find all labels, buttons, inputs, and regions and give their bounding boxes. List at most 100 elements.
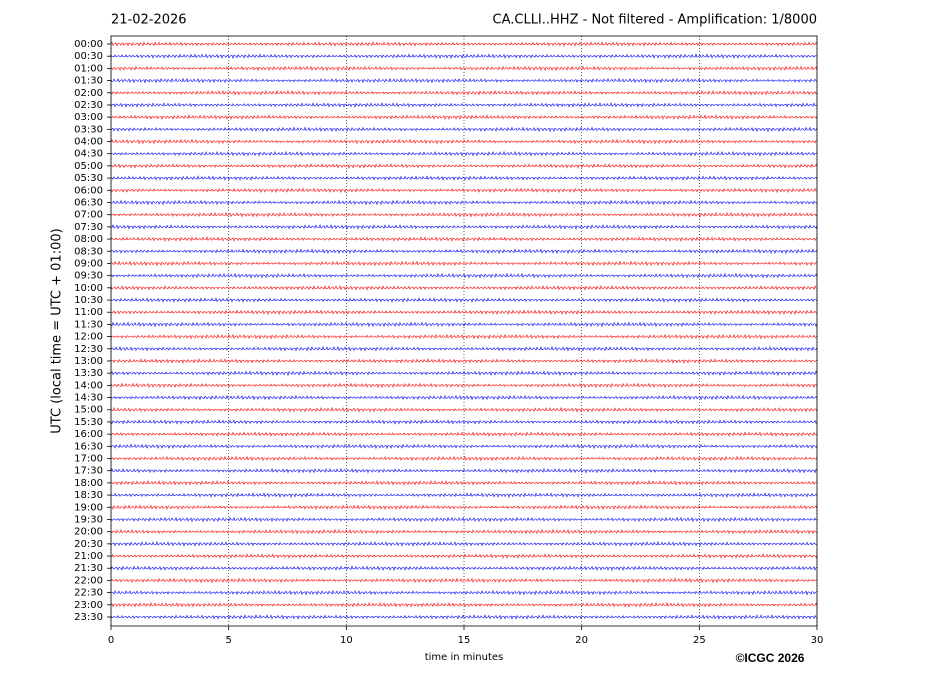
trace (110, 443, 818, 450)
y-tick-label: 14:30 (74, 393, 103, 404)
y-tick-label: 01:00 (74, 63, 103, 74)
x-tick-label: 5 (225, 635, 231, 646)
trace (110, 77, 818, 84)
y-tick-label: 00:00 (74, 39, 103, 50)
trace (110, 211, 818, 218)
trace (110, 114, 818, 120)
trace (110, 565, 818, 572)
trace (110, 248, 818, 255)
trace (110, 150, 818, 157)
copyright: ©ICGC 2026 (736, 651, 805, 665)
y-tick-label: 21:30 (74, 563, 103, 574)
y-tick-label: 19:30 (74, 514, 103, 525)
trace (110, 65, 818, 72)
trace (110, 406, 818, 413)
y-tick-label: 20:30 (74, 539, 103, 550)
x-tick-label: 20 (575, 635, 588, 646)
trace (110, 480, 818, 486)
trace (110, 309, 818, 316)
trace (110, 175, 818, 182)
y-tick-label: 01:30 (74, 76, 103, 87)
trace (110, 284, 818, 291)
trace (110, 163, 818, 169)
y-tick-label: 19:00 (74, 502, 103, 513)
y-tick-label: 09:30 (74, 271, 103, 282)
y-tick-label: 17:00 (74, 454, 103, 465)
y-tick-label: 09:00 (74, 258, 103, 269)
y-tick-label: 11:00 (74, 307, 103, 318)
trace (110, 358, 818, 364)
x-tick-label: 15 (458, 635, 471, 646)
trace (110, 333, 818, 340)
plot-frame (110, 35, 818, 627)
y-tick-label: 23:00 (74, 600, 103, 611)
trace (110, 89, 818, 96)
y-tick-label: 18:00 (74, 478, 103, 489)
y-tick-label: 08:00 (74, 234, 103, 245)
y-tick-label: 12:00 (74, 332, 103, 343)
trace (110, 321, 818, 328)
y-tick-label: 16:00 (74, 429, 103, 440)
trace (110, 516, 818, 523)
y-tick-label: 05:30 (74, 173, 103, 184)
trace (110, 41, 818, 47)
y-tick-label: 21:00 (74, 551, 103, 562)
y-tick-label: 02:00 (74, 88, 103, 99)
trace (110, 394, 818, 401)
x-tick-label: 30 (811, 635, 824, 646)
y-tick-label: 15:00 (74, 405, 103, 416)
y-tick-label: 00:30 (74, 51, 103, 62)
trace (110, 467, 818, 474)
y-tick-label: 08:30 (74, 246, 103, 257)
y-tick-label: 22:30 (74, 588, 103, 599)
y-tick-label: 22:00 (74, 575, 103, 586)
y-tick-label: 11:30 (74, 319, 103, 330)
y-tick-label: 10:00 (74, 283, 103, 294)
y-tick-label: 23:30 (74, 612, 103, 623)
x-tick-label: 0 (108, 635, 114, 646)
y-tick-label: 17:30 (74, 466, 103, 477)
trace (110, 272, 818, 279)
y-tick-label: 04:30 (74, 149, 103, 160)
x-axis-label: time in minutes (425, 652, 504, 663)
y-tick-label: 07:30 (74, 222, 103, 233)
y-tick-label: 20:00 (74, 527, 103, 538)
y-axis-label: UTC (local time = UTC + 01:00) (50, 228, 65, 433)
y-tick-label: 18:30 (74, 490, 103, 501)
y-tick-label: 16:30 (74, 441, 103, 452)
y-tick-label: 12:30 (74, 344, 103, 355)
trace (110, 504, 818, 511)
trace (110, 187, 818, 194)
trace (110, 492, 818, 498)
trace (110, 236, 818, 242)
y-tick-label: 14:00 (74, 380, 103, 391)
trace (110, 614, 818, 620)
x-tick-label: 25 (693, 635, 706, 646)
date-title: 21-02-2026 (111, 13, 187, 28)
y-tick-label: 06:30 (74, 197, 103, 208)
trace (110, 601, 818, 608)
y-tick-label: 03:30 (74, 124, 103, 135)
trace (110, 345, 818, 352)
trace (110, 297, 818, 303)
y-tick-label: 04:00 (74, 137, 103, 148)
y-tick-label: 15:30 (74, 417, 103, 428)
chart-title: CA.CLLI..HHZ - Not filtered - Amplificat… (493, 13, 818, 28)
y-tick-label: 10:30 (74, 295, 103, 306)
trace (110, 260, 818, 267)
y-tick-label: 03:00 (74, 112, 103, 123)
y-tick-label: 13:00 (74, 356, 103, 367)
y-tick-label: 02:30 (74, 100, 103, 111)
trace (110, 577, 818, 584)
trace (110, 370, 818, 377)
trace (110, 102, 818, 108)
trace (110, 540, 818, 547)
y-tick-label: 07:00 (74, 210, 103, 221)
y-tick-label: 13:30 (74, 368, 103, 379)
trace (110, 199, 818, 206)
y-tick-label: 05:00 (74, 161, 103, 172)
trace (110, 553, 818, 559)
trace (110, 455, 818, 462)
trace (110, 53, 818, 60)
